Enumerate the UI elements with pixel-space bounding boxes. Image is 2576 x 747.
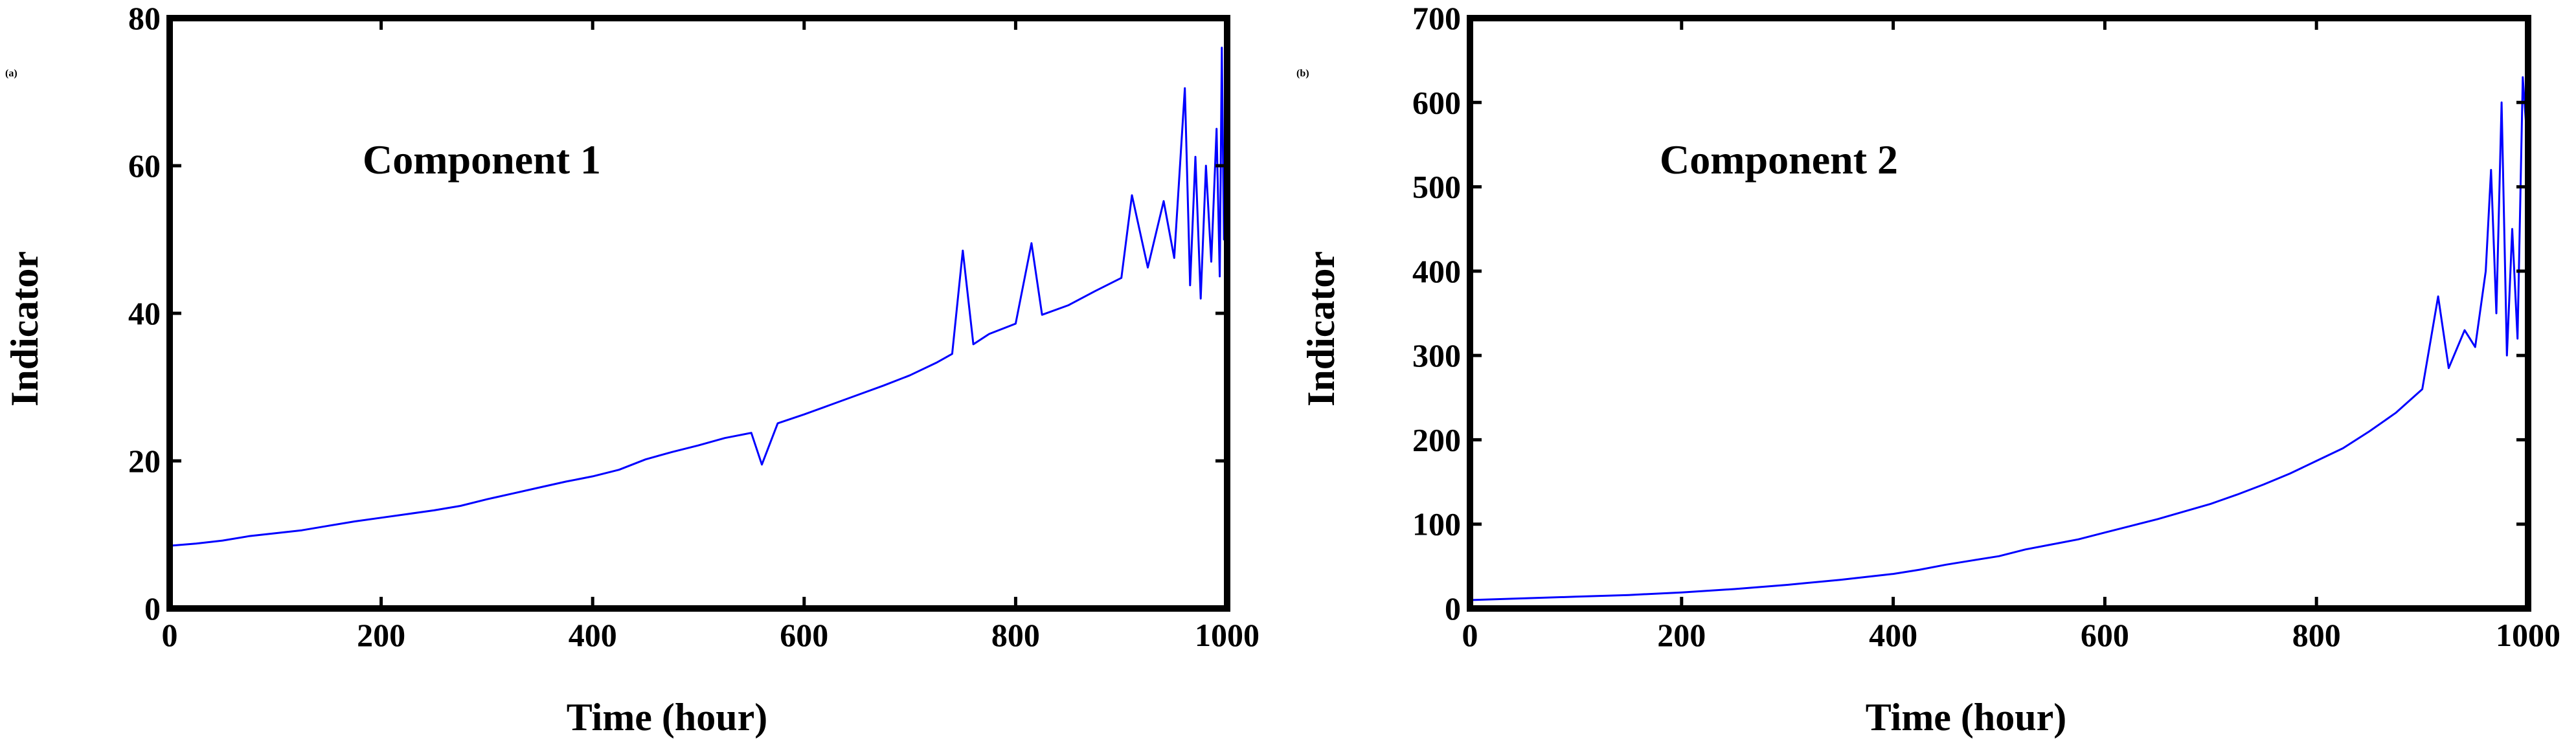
x-tick-label-a-1: 200 (357, 617, 405, 653)
panel-label-b: (b) (1296, 68, 1309, 79)
axes-frame-a (166, 15, 1230, 612)
series-layer-b (1469, 76, 2529, 601)
x-tick-label-a-2: 400 (569, 617, 617, 653)
x-tick-label-b-4: 800 (2292, 617, 2341, 653)
y-axis-label-a: Indicator (3, 251, 46, 407)
y-tick-label-b-5: 500 (1412, 169, 1461, 205)
y-ticks-a: 0 20 40 60 80 (128, 0, 1227, 627)
axes-frame-b (1467, 15, 2531, 612)
x-tick-label-a-5: 1000 (1195, 617, 1260, 653)
y-tick-label-a-2: 40 (128, 295, 161, 331)
x-tick-label-a-4: 800 (991, 617, 1040, 653)
x-tick-label-b-3: 600 (2081, 617, 2129, 653)
x-ticks-a: 0 200 400 600 800 1000 (162, 18, 1260, 653)
panel-b: (b) Component 2 Indicator Time (hour) 0 2… (1296, 0, 2560, 739)
y-tick-label-b-1: 100 (1412, 506, 1461, 542)
y-tick-label-b-7: 700 (1412, 0, 1461, 36)
x-tick-label-b-1: 200 (1657, 617, 1706, 653)
y-tick-label-b-0: 0 (1445, 590, 1461, 627)
series-line-b-0 (1469, 76, 2529, 601)
plot-area-b: 0 200 400 600 800 1000 0 100 200 300 400 500 600 700 (1412, 0, 2560, 653)
annotation-component-2: Component 2 (1660, 137, 1898, 183)
x-tick-label-b-5: 1000 (2496, 617, 2560, 653)
x-tick-label-a-0: 0 (162, 617, 178, 653)
y-axis-label-b: Indicator (1300, 251, 1342, 407)
x-tick-label-b-0: 0 (1462, 617, 1478, 653)
y-tick-label-b-2: 200 (1412, 421, 1461, 458)
series-layer-a (169, 47, 1228, 547)
x-axis-label-b: Time (hour) (1866, 696, 2067, 739)
panel-label-a: (a) (5, 68, 17, 79)
plot-area-a: 0 200 400 600 800 1000 0 20 40 60 80 (128, 0, 1260, 653)
y-tick-label-b-3: 300 (1412, 337, 1461, 374)
x-tick-label-b-2: 400 (1869, 617, 1917, 653)
y-tick-label-b-6: 600 (1412, 84, 1461, 120)
y-tick-label-a-4: 80 (128, 0, 161, 36)
y-tick-label-a-0: 0 (144, 590, 161, 627)
y-ticks-b: 0 100 200 300 400 500 600 700 (1412, 0, 2528, 627)
x-ticks-b: 0 200 400 600 800 1000 (1462, 18, 2560, 653)
y-tick-label-b-4: 400 (1412, 253, 1461, 289)
y-tick-label-a-3: 60 (128, 148, 161, 184)
panel-a: (a) Component 1 Indicator Time (hour) 0 2… (3, 0, 1260, 739)
x-axis-label-a: Time (hour) (567, 696, 768, 739)
series-line-a-0 (169, 47, 1228, 547)
y-tick-label-a-1: 20 (128, 443, 161, 479)
x-tick-label-a-3: 600 (780, 617, 828, 653)
annotation-component-1: Component 1 (363, 137, 601, 183)
